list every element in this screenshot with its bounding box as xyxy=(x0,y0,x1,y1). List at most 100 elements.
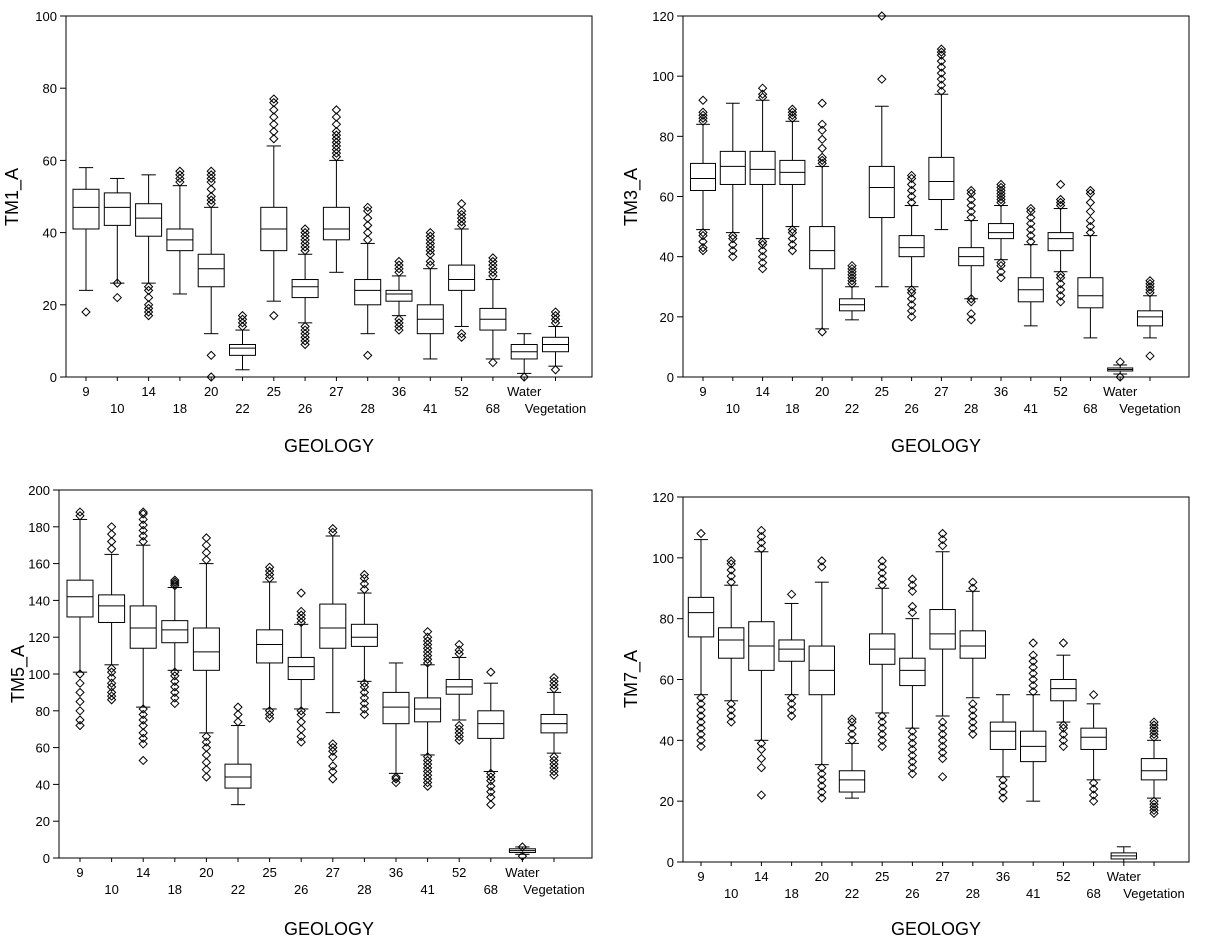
outlier-point xyxy=(143,282,154,292)
box-28 xyxy=(958,185,985,325)
outlier-point xyxy=(488,271,498,281)
outlier-point xyxy=(362,220,373,231)
outlier-point xyxy=(877,741,887,752)
outlier-point xyxy=(328,523,338,534)
x-category-label: Water xyxy=(507,384,542,399)
outlier-point xyxy=(998,775,1008,785)
outlier-point xyxy=(817,763,827,773)
y-tick-label: 0 xyxy=(43,851,50,866)
iqr-box xyxy=(719,150,746,185)
outlier-point xyxy=(359,687,370,698)
y-tick-label: 140 xyxy=(28,593,50,608)
outlier-point xyxy=(237,310,248,321)
outlier-point xyxy=(296,610,306,620)
box-20 xyxy=(192,533,220,782)
outlier-point xyxy=(201,540,212,550)
outlier-point xyxy=(300,242,310,252)
outlier-point xyxy=(966,212,976,223)
iqr-box xyxy=(229,344,256,356)
outlier-point xyxy=(201,757,212,768)
outlier-point xyxy=(756,738,767,749)
outlier-point xyxy=(106,663,117,674)
iqr-box xyxy=(224,763,252,789)
outlier-point xyxy=(787,233,798,244)
plot-frame xyxy=(65,15,593,378)
box-10 xyxy=(98,522,126,705)
outlier-point xyxy=(106,687,117,698)
outlier-point xyxy=(264,569,275,580)
outlier-point xyxy=(907,769,918,779)
outlier-point xyxy=(906,294,917,304)
outlier-point xyxy=(269,97,279,108)
outlier-point xyxy=(359,569,370,580)
outlier-point xyxy=(968,577,978,587)
outlier-point xyxy=(1088,690,1099,700)
outlier-point xyxy=(936,62,947,72)
outlier-point xyxy=(328,742,338,753)
outlier-point xyxy=(201,764,212,775)
outlier-point xyxy=(201,772,212,782)
outlier-point xyxy=(300,235,310,245)
outlier-point xyxy=(757,89,768,99)
x-category-label: 10 xyxy=(104,882,118,897)
outlier-point xyxy=(907,756,918,767)
outlier-point xyxy=(698,236,708,247)
outlier-point xyxy=(422,777,433,788)
outlier-point xyxy=(1149,808,1159,819)
box-18 xyxy=(166,166,194,295)
outlier-point xyxy=(331,112,342,122)
outlier-point xyxy=(847,267,857,277)
outlier-point xyxy=(1085,197,1096,208)
outlier-point xyxy=(300,224,310,234)
iqr-box xyxy=(689,162,717,191)
outlier-point xyxy=(201,750,212,760)
y-tick-label: 60 xyxy=(43,153,57,168)
boxplot-panel-4: 0 20 40 60 80 100 120 TM7_A GEOLOGY 9 10 14 18 20 22 25… xyxy=(621,490,1190,939)
outlier-point xyxy=(1085,227,1096,238)
outlier-point xyxy=(362,235,373,245)
outlier-point xyxy=(456,328,467,339)
box-Water xyxy=(1110,846,1137,863)
outlier-point xyxy=(726,717,736,727)
outlier-point xyxy=(907,580,918,590)
outlier-point xyxy=(486,667,496,677)
y-tick-label: 40 xyxy=(660,250,674,265)
outlier-point xyxy=(1088,790,1099,800)
outlier-point xyxy=(756,531,767,542)
box-9 xyxy=(66,507,94,731)
outlier-point xyxy=(296,617,306,628)
outlier-point xyxy=(138,709,148,720)
box-10 xyxy=(718,556,745,727)
outlier-point xyxy=(138,720,148,731)
y-tick-label: 40 xyxy=(660,733,674,748)
x-category-label: 27 xyxy=(935,869,949,884)
outlier-point xyxy=(138,704,148,714)
outlier-point xyxy=(362,206,373,216)
outlier-point xyxy=(206,184,216,194)
iqr-box xyxy=(718,627,745,659)
outlier-point xyxy=(877,723,887,733)
outlier-point xyxy=(757,251,768,262)
outlier-point xyxy=(143,303,154,314)
outlier-point xyxy=(1149,796,1159,806)
outlier-point xyxy=(937,717,948,727)
outlier-point xyxy=(359,709,370,720)
iqr-box xyxy=(448,264,476,291)
outlier-point xyxy=(456,199,467,209)
outlier-point xyxy=(454,735,464,745)
outlier-point xyxy=(300,321,310,332)
x-category-label: 9 xyxy=(697,869,704,884)
outlier-point xyxy=(1055,297,1066,307)
x-category-label: Vegetation xyxy=(1119,401,1180,416)
outlier-point xyxy=(1058,741,1069,752)
outlier-point xyxy=(726,577,736,587)
iqr-box xyxy=(1080,727,1107,750)
outlier-point xyxy=(296,737,306,747)
iqr-box xyxy=(385,289,413,302)
outlier-point xyxy=(906,312,917,322)
outlier-point xyxy=(233,709,243,720)
outlier-point xyxy=(906,288,917,298)
outlier-point xyxy=(728,230,738,241)
x-category-label: 28 xyxy=(357,882,371,897)
x-category-label: 26 xyxy=(298,401,312,416)
